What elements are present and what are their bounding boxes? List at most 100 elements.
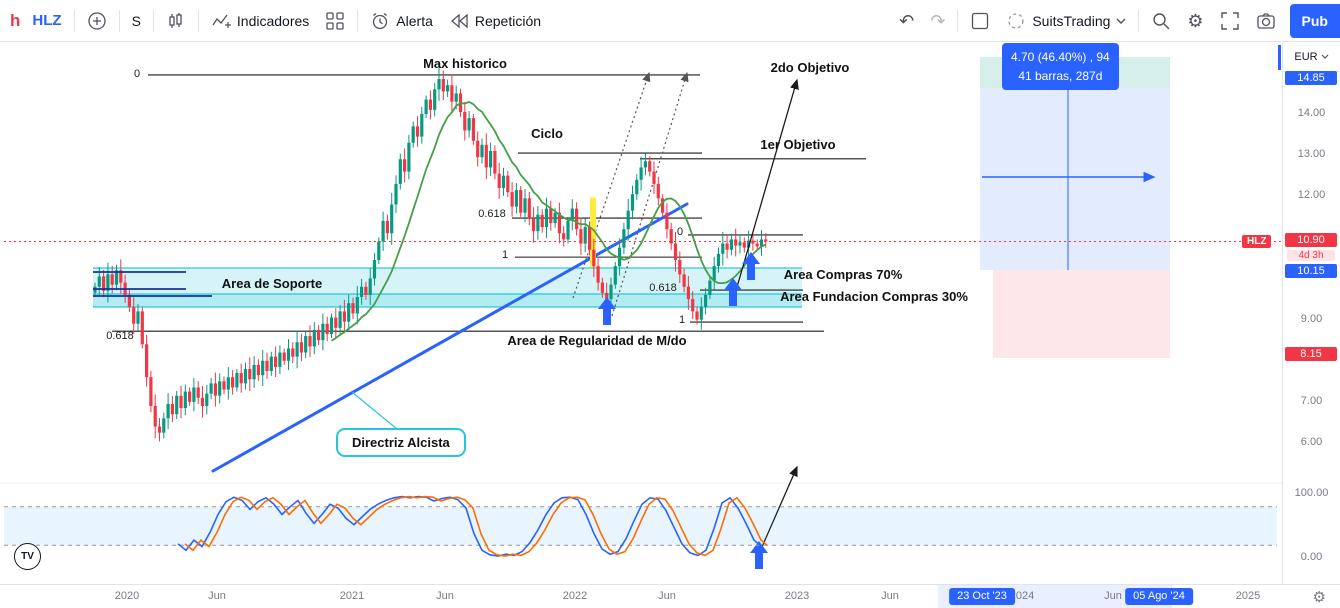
ciclo-label: Ciclo xyxy=(531,126,563,141)
alert-clock-icon xyxy=(370,11,390,31)
fib-0-top-label: 0 xyxy=(133,68,141,80)
projection-line xyxy=(611,71,689,317)
time-label: 2024 xyxy=(1009,590,1035,602)
broker-logo[interactable]: h xyxy=(10,10,21,30)
measure-zone-lower xyxy=(993,270,1170,358)
price-line-symbol-tag: HLZ xyxy=(1242,235,1272,248)
undo-icon: ↶ xyxy=(899,10,915,31)
time-label: Jun xyxy=(436,590,454,602)
timezone-settings-gear-icon[interactable]: ⚙ xyxy=(1312,589,1326,606)
fib-0-b-label: 0 xyxy=(676,226,684,238)
currency-selector[interactable]: EUR xyxy=(1278,42,1340,72)
time-label: Jun xyxy=(658,590,676,602)
area-soporte-label: Area de Soporte xyxy=(221,276,323,291)
buy-arrow xyxy=(742,252,760,280)
settings-button[interactable]: ⚙ xyxy=(1179,4,1211,38)
indicators-icon xyxy=(211,11,231,31)
price-label: 13.00 xyxy=(1297,148,1326,161)
fib-1-a-label: 1 xyxy=(501,249,509,261)
toolbar-separator xyxy=(152,9,154,32)
directriz-alcista-callout[interactable]: Directriz Alcista xyxy=(336,428,466,457)
buy-arrow xyxy=(724,278,742,306)
fullscreen-button[interactable] xyxy=(1212,4,1248,38)
rewind-icon xyxy=(449,11,469,31)
toolbar-separator xyxy=(1138,9,1140,32)
screenshot-button[interactable] xyxy=(1248,4,1284,38)
layout-button[interactable] xyxy=(962,4,998,38)
area-regularidad-label: Area de Regularidad de M/do xyxy=(507,333,687,348)
range-end-badge: 05 Ago '24 xyxy=(1125,588,1193,605)
price-badge-8.15: 8.15 xyxy=(1285,346,1337,361)
price-badge-10.15: 10.15 xyxy=(1285,264,1337,279)
tradingview-logo[interactable]: TV xyxy=(14,543,41,570)
symbol-button[interactable]: HLZ xyxy=(24,4,69,38)
segundo-objetivo-label: 2do Objetivo xyxy=(770,60,850,75)
chevron-down-icon xyxy=(1321,54,1329,59)
toolbar-separator xyxy=(118,9,120,32)
toolbar-separator xyxy=(73,9,75,32)
interval-label: S xyxy=(131,12,141,29)
indicator-templates-button[interactable] xyxy=(317,4,353,38)
redo-button[interactable]: ↷ xyxy=(922,4,953,38)
objective-arrow xyxy=(757,465,798,557)
fib-1-b-label: 1 xyxy=(678,314,686,326)
area-fundacion-label: Area Fundacion Compras 30% xyxy=(780,289,968,304)
indicators-button[interactable]: Indicadores xyxy=(203,4,317,38)
oscillator-d-line xyxy=(184,495,768,557)
buy-arrow xyxy=(598,297,616,325)
bar-countdown: 4d 3h xyxy=(1287,250,1335,262)
price-label: 14.00 xyxy=(1297,107,1326,119)
cloud-sync-icon xyxy=(1006,11,1026,31)
toolbar-separator xyxy=(357,9,359,32)
grid-icon xyxy=(325,11,345,31)
toolbar-separator xyxy=(957,9,959,32)
alert-button[interactable]: Alerta xyxy=(362,4,441,38)
price-badge-10.90: 10.90 xyxy=(1285,233,1337,248)
price-badge-14.85: 14.85 xyxy=(1285,71,1337,86)
alert-label: Alerta xyxy=(396,12,433,29)
currency-label: EUR xyxy=(1294,50,1318,63)
search-icon xyxy=(1151,11,1171,31)
range-start-badge: 23 Oct '23 xyxy=(949,588,1015,605)
replay-label: Repetición xyxy=(474,12,542,29)
chart-type-button[interactable] xyxy=(158,4,194,38)
candlestick-icon xyxy=(166,11,186,31)
currency-accent-bar xyxy=(1278,45,1281,70)
yellow-highlight xyxy=(590,197,596,267)
measure-zone-range xyxy=(980,88,1170,270)
moving-average-line xyxy=(331,101,767,342)
search-button[interactable] xyxy=(1143,4,1179,38)
undo-button[interactable]: ↶ xyxy=(891,4,922,38)
oscillator-scale-label: 100.00 xyxy=(1294,487,1329,499)
chevron-down-icon xyxy=(1116,18,1126,24)
price-label: 9.00 xyxy=(1300,312,1323,325)
time-label: Jun xyxy=(208,590,226,602)
candles xyxy=(93,67,768,442)
account-menu-button[interactable]: SuitsTrading xyxy=(998,4,1134,38)
oscillator-scale-label: 0.00 xyxy=(1300,551,1323,563)
top-toolbar: h HLZ S Indicadores Alerta R xyxy=(0,0,1340,42)
price-label: 6.00 xyxy=(1300,436,1323,448)
gear-icon: ⚙ xyxy=(1187,10,1204,31)
time-label: 2023 xyxy=(784,590,810,602)
fib-0618-b-label: 0.618 xyxy=(649,282,677,294)
time-label: 2022 xyxy=(562,590,588,602)
price-axis[interactable]: EUR 14.00 13.00 12.00 9.00 7.00 6.00 100.00 0.0… xyxy=(1278,42,1340,584)
redo-icon: ↷ xyxy=(930,10,946,31)
toolbar-separator xyxy=(197,9,199,32)
time-label: 2025 xyxy=(1235,590,1261,602)
publish-button[interactable]: Pub xyxy=(1289,3,1340,38)
fib-0618-left-label: 0.618 xyxy=(106,330,134,342)
time-axis[interactable]: ⚙ 2020 Jun 2021 Jun 2022 Jun 2023 Jun 2024 Jun 202… xyxy=(0,584,1340,608)
interval-button[interactable]: S xyxy=(124,4,149,38)
compare-add-button[interactable] xyxy=(79,4,115,38)
camera-icon xyxy=(1256,11,1276,31)
symbol-label: HLZ xyxy=(32,12,62,29)
replay-button[interactable]: Repetición xyxy=(441,4,549,38)
oscillator-k-line xyxy=(177,495,761,557)
price-label: 7.00 xyxy=(1300,394,1323,407)
time-label: Jun xyxy=(881,590,899,602)
buy-arrow xyxy=(750,541,768,569)
measure-tooltip-line2: 41 barras, 287d xyxy=(1018,68,1103,83)
